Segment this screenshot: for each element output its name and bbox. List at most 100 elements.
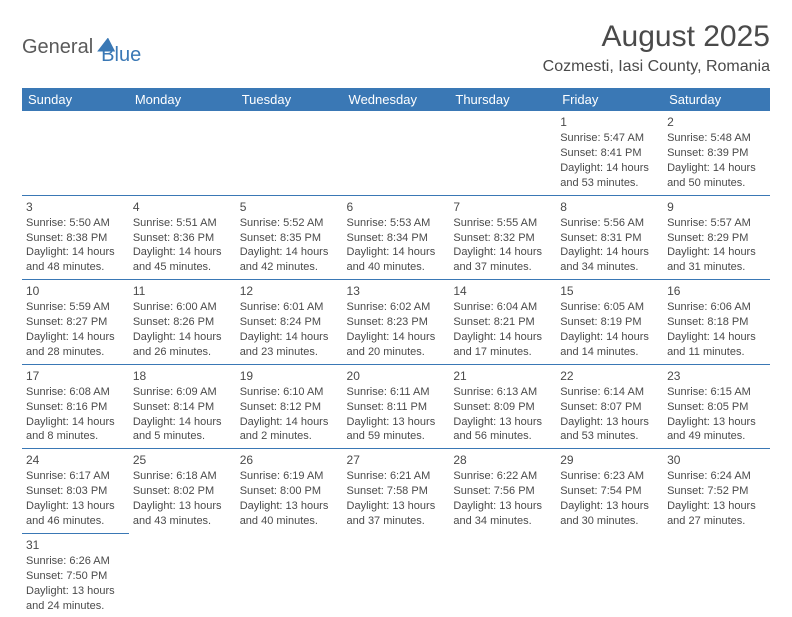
daylight-text: Daylight: 13 hours and 46 minutes.	[26, 499, 125, 529]
calendar-cell	[449, 533, 556, 617]
day-number: 26	[240, 452, 339, 468]
sunrise-text: Sunrise: 6:21 AM	[347, 469, 446, 484]
logo-text-general: General	[22, 36, 93, 59]
sunset-text: Sunset: 8:24 PM	[240, 315, 339, 330]
sunrise-text: Sunrise: 6:06 AM	[667, 300, 766, 315]
calendar-table: Sunday Monday Tuesday Wednesday Thursday…	[22, 88, 770, 617]
calendar-cell	[236, 533, 343, 617]
sunset-text: Sunset: 8:26 PM	[133, 315, 232, 330]
day-number: 15	[560, 283, 659, 299]
calendar-cell: 14Sunrise: 6:04 AMSunset: 8:21 PMDayligh…	[449, 280, 556, 365]
daylight-text: Daylight: 14 hours and 37 minutes.	[453, 245, 552, 275]
calendar-cell: 4Sunrise: 5:51 AMSunset: 8:36 PMDaylight…	[129, 195, 236, 280]
calendar-cell: 17Sunrise: 6:08 AMSunset: 8:16 PMDayligh…	[22, 364, 129, 449]
sunset-text: Sunset: 8:32 PM	[453, 231, 552, 246]
sunset-text: Sunset: 8:31 PM	[560, 231, 659, 246]
calendar-cell	[663, 533, 770, 617]
calendar-cell	[343, 533, 450, 617]
daylight-text: Daylight: 14 hours and 8 minutes.	[26, 415, 125, 445]
calendar-cell: 25Sunrise: 6:18 AMSunset: 8:02 PMDayligh…	[129, 449, 236, 534]
sunrise-text: Sunrise: 6:18 AM	[133, 469, 232, 484]
sunset-text: Sunset: 8:19 PM	[560, 315, 659, 330]
sunset-text: Sunset: 8:02 PM	[133, 484, 232, 499]
calendar-cell: 26Sunrise: 6:19 AMSunset: 8:00 PMDayligh…	[236, 449, 343, 534]
sunrise-text: Sunrise: 5:50 AM	[26, 216, 125, 231]
calendar-cell	[129, 111, 236, 195]
daylight-text: Daylight: 14 hours and 48 minutes.	[26, 245, 125, 275]
sunset-text: Sunset: 8:11 PM	[347, 400, 446, 415]
calendar-cell: 1Sunrise: 5:47 AMSunset: 8:41 PMDaylight…	[556, 111, 663, 195]
sunrise-text: Sunrise: 6:02 AM	[347, 300, 446, 315]
calendar-cell: 22Sunrise: 6:14 AMSunset: 8:07 PMDayligh…	[556, 364, 663, 449]
title-block: August 2025 Cozmesti, Iasi County, Roman…	[543, 20, 770, 76]
sunrise-text: Sunrise: 6:15 AM	[667, 385, 766, 400]
daylight-text: Daylight: 14 hours and 5 minutes.	[133, 415, 232, 445]
daylight-text: Daylight: 13 hours and 34 minutes.	[453, 499, 552, 529]
daylight-text: Daylight: 13 hours and 27 minutes.	[667, 499, 766, 529]
calendar-cell: 6Sunrise: 5:53 AMSunset: 8:34 PMDaylight…	[343, 195, 450, 280]
sunrise-text: Sunrise: 5:55 AM	[453, 216, 552, 231]
sunrise-text: Sunrise: 6:10 AM	[240, 385, 339, 400]
day-number: 21	[453, 368, 552, 384]
sunrise-text: Sunrise: 5:53 AM	[347, 216, 446, 231]
calendar-cell: 23Sunrise: 6:15 AMSunset: 8:05 PMDayligh…	[663, 364, 770, 449]
calendar-cell: 29Sunrise: 6:23 AMSunset: 7:54 PMDayligh…	[556, 449, 663, 534]
day-number: 23	[667, 368, 766, 384]
daylight-text: Daylight: 13 hours and 49 minutes.	[667, 415, 766, 445]
daylight-text: Daylight: 13 hours and 30 minutes.	[560, 499, 659, 529]
daylight-text: Daylight: 14 hours and 14 minutes.	[560, 330, 659, 360]
sunrise-text: Sunrise: 6:09 AM	[133, 385, 232, 400]
day-number: 27	[347, 452, 446, 468]
day-number: 13	[347, 283, 446, 299]
sunset-text: Sunset: 8:29 PM	[667, 231, 766, 246]
day-number: 8	[560, 199, 659, 215]
calendar-cell: 19Sunrise: 6:10 AMSunset: 8:12 PMDayligh…	[236, 364, 343, 449]
day-number: 10	[26, 283, 125, 299]
sunset-text: Sunset: 8:00 PM	[240, 484, 339, 499]
sunrise-text: Sunrise: 6:00 AM	[133, 300, 232, 315]
sunrise-text: Sunrise: 5:56 AM	[560, 216, 659, 231]
day-number: 7	[453, 199, 552, 215]
calendar-cell: 28Sunrise: 6:22 AMSunset: 7:56 PMDayligh…	[449, 449, 556, 534]
calendar-cell: 18Sunrise: 6:09 AMSunset: 8:14 PMDayligh…	[129, 364, 236, 449]
daylight-text: Daylight: 14 hours and 31 minutes.	[667, 245, 766, 275]
daylight-text: Daylight: 13 hours and 43 minutes.	[133, 499, 232, 529]
sunrise-text: Sunrise: 6:26 AM	[26, 554, 125, 569]
calendar-cell: 5Sunrise: 5:52 AMSunset: 8:35 PMDaylight…	[236, 195, 343, 280]
day-number: 19	[240, 368, 339, 384]
calendar-cell: 12Sunrise: 6:01 AMSunset: 8:24 PMDayligh…	[236, 280, 343, 365]
sunset-text: Sunset: 8:39 PM	[667, 146, 766, 161]
sunset-text: Sunset: 7:58 PM	[347, 484, 446, 499]
day-number: 31	[26, 537, 125, 553]
sunset-text: Sunset: 8:41 PM	[560, 146, 659, 161]
day-number: 11	[133, 283, 232, 299]
sunset-text: Sunset: 7:52 PM	[667, 484, 766, 499]
sunset-text: Sunset: 7:50 PM	[26, 569, 125, 584]
calendar-cell	[236, 111, 343, 195]
calendar-cell: 9Sunrise: 5:57 AMSunset: 8:29 PMDaylight…	[663, 195, 770, 280]
calendar-cell: 31Sunrise: 6:26 AMSunset: 7:50 PMDayligh…	[22, 533, 129, 617]
calendar-cell: 15Sunrise: 6:05 AMSunset: 8:19 PMDayligh…	[556, 280, 663, 365]
sunset-text: Sunset: 7:56 PM	[453, 484, 552, 499]
daylight-text: Daylight: 14 hours and 20 minutes.	[347, 330, 446, 360]
sunset-text: Sunset: 8:16 PM	[26, 400, 125, 415]
daylight-text: Daylight: 13 hours and 24 minutes.	[26, 584, 125, 614]
daylight-text: Daylight: 14 hours and 28 minutes.	[26, 330, 125, 360]
calendar-row: 31Sunrise: 6:26 AMSunset: 7:50 PMDayligh…	[22, 533, 770, 617]
calendar-row: 24Sunrise: 6:17 AMSunset: 8:03 PMDayligh…	[22, 449, 770, 534]
sunset-text: Sunset: 8:27 PM	[26, 315, 125, 330]
sunset-text: Sunset: 8:23 PM	[347, 315, 446, 330]
day-number: 1	[560, 114, 659, 130]
calendar-cell	[556, 533, 663, 617]
day-number: 30	[667, 452, 766, 468]
daylight-text: Daylight: 13 hours and 40 minutes.	[240, 499, 339, 529]
calendar-cell	[449, 111, 556, 195]
sunrise-text: Sunrise: 6:01 AM	[240, 300, 339, 315]
calendar-cell: 21Sunrise: 6:13 AMSunset: 8:09 PMDayligh…	[449, 364, 556, 449]
calendar-cell: 16Sunrise: 6:06 AMSunset: 8:18 PMDayligh…	[663, 280, 770, 365]
day-number: 16	[667, 283, 766, 299]
daylight-text: Daylight: 14 hours and 40 minutes.	[347, 245, 446, 275]
day-number: 5	[240, 199, 339, 215]
sunrise-text: Sunrise: 6:24 AM	[667, 469, 766, 484]
sunrise-text: Sunrise: 6:08 AM	[26, 385, 125, 400]
